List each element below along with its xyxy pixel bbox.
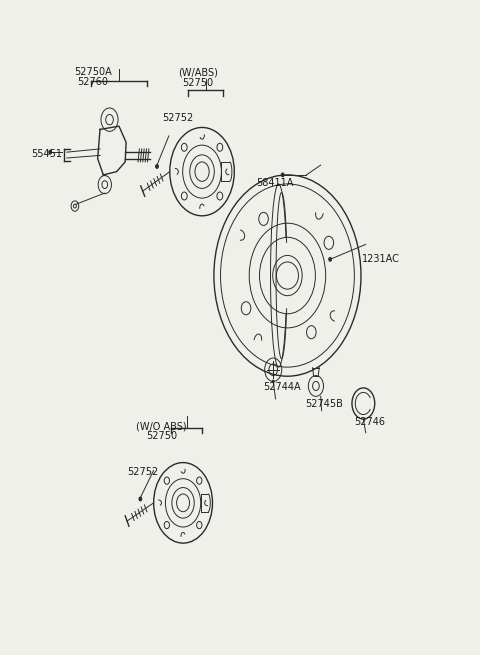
Circle shape xyxy=(281,173,284,177)
Text: 52752: 52752 xyxy=(127,466,158,477)
Text: 52746: 52746 xyxy=(354,417,385,426)
Circle shape xyxy=(49,150,52,154)
Text: (W/O ABS): (W/O ABS) xyxy=(136,421,187,431)
Text: 1231AC: 1231AC xyxy=(362,253,400,264)
Circle shape xyxy=(156,164,158,168)
Text: 52750: 52750 xyxy=(146,431,177,441)
Circle shape xyxy=(139,497,142,501)
Text: 55451: 55451 xyxy=(31,149,62,159)
Text: (W/ABS): (W/ABS) xyxy=(178,68,218,78)
Text: 52752: 52752 xyxy=(162,113,193,123)
Text: 52750: 52750 xyxy=(183,78,214,88)
Text: 52760: 52760 xyxy=(77,77,108,87)
Text: 52745B: 52745B xyxy=(305,399,343,409)
Text: 52744A: 52744A xyxy=(263,383,300,392)
Circle shape xyxy=(329,257,332,261)
Text: 52750A: 52750A xyxy=(74,67,112,77)
Text: 58411A: 58411A xyxy=(257,178,294,189)
Circle shape xyxy=(272,380,274,383)
